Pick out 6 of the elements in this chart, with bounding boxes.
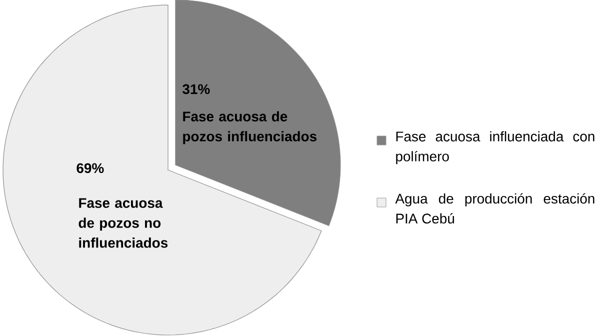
legend-label: Fase acuosa influenciada con polímero (396, 131, 594, 164)
text: Fase acuosa de pozos influenciados (183, 111, 316, 144)
text: Fase acuosa de pozos no influenciados (78, 198, 168, 248)
data-label: 69% (76, 163, 104, 174)
legend-label: Agua de producción estación PIA Cebú (395, 193, 594, 224)
data-label: 31% (182, 84, 210, 94)
